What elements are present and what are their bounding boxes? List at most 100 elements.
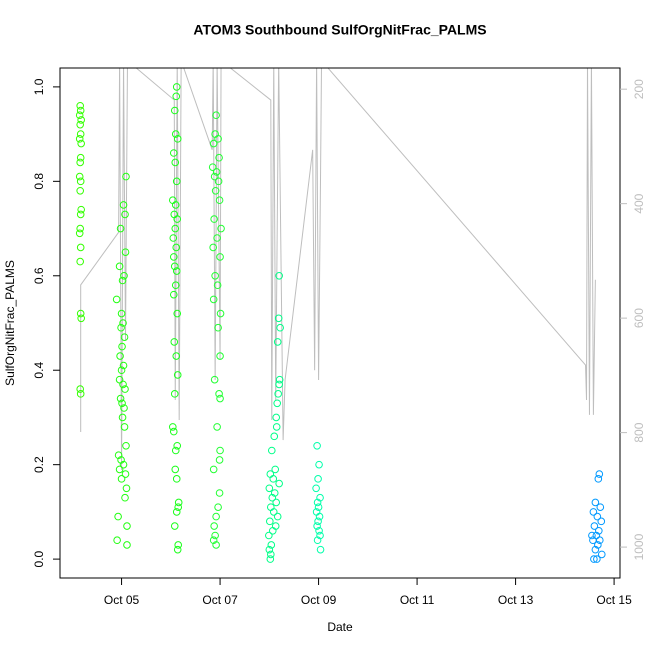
point: [215, 390, 223, 398]
point: [174, 503, 183, 511]
point: [120, 423, 129, 431]
point: [269, 508, 278, 516]
point: [275, 271, 283, 280]
point: [266, 517, 274, 526]
point: [315, 512, 324, 521]
point: [76, 101, 84, 110]
point: [216, 253, 224, 261]
point: [215, 456, 224, 464]
point: [170, 106, 179, 115]
point: [76, 120, 84, 129]
point: [270, 432, 279, 441]
point: [115, 262, 124, 271]
point: [316, 531, 324, 540]
point: [174, 541, 183, 549]
point: [77, 116, 85, 124]
point: [118, 413, 127, 422]
point: [210, 172, 219, 181]
point: [595, 470, 604, 478]
point: [595, 526, 603, 535]
point: [122, 484, 131, 493]
point: [75, 111, 84, 120]
point: [117, 456, 125, 464]
x-tick-label: Oct 09: [301, 593, 337, 607]
point: [172, 83, 181, 91]
point: [212, 512, 220, 521]
point: [214, 177, 223, 186]
point: [210, 522, 218, 530]
point: [115, 465, 124, 474]
point: [118, 276, 127, 285]
point: [594, 475, 603, 483]
point: [75, 135, 84, 143]
point: [597, 550, 606, 559]
point: [216, 352, 224, 360]
point: [312, 484, 320, 493]
point: [171, 201, 180, 209]
point: [171, 465, 180, 474]
y2-tick-label: 1000: [632, 533, 646, 560]
point: [76, 158, 84, 167]
point: [216, 446, 224, 455]
point: [112, 295, 121, 304]
point: [214, 135, 222, 143]
point: [117, 366, 126, 375]
point: [593, 555, 601, 563]
point: [118, 342, 126, 351]
point: [113, 536, 121, 545]
y2-tick-label: 200: [632, 79, 646, 99]
point: [76, 186, 84, 195]
point: [274, 390, 282, 398]
point: [121, 470, 130, 478]
point: [213, 234, 221, 242]
point: [173, 309, 182, 318]
point: [122, 441, 130, 450]
x-tick-label: Oct 07: [202, 593, 238, 607]
point: [217, 224, 225, 233]
point: [216, 309, 225, 318]
point: [76, 177, 85, 186]
point: [593, 512, 602, 521]
point: [76, 210, 85, 219]
point: [76, 390, 85, 398]
point: [174, 498, 183, 507]
point: [272, 413, 281, 422]
plot-area: [75, 68, 606, 563]
y-tick-label: 0.0: [32, 550, 46, 567]
point: [209, 465, 218, 474]
point: [591, 545, 600, 554]
y-tick-label: 0.6: [32, 267, 46, 284]
point: [173, 441, 182, 450]
point: [171, 446, 180, 455]
point: [114, 451, 123, 460]
point: [267, 541, 276, 549]
point: [313, 522, 321, 530]
point: [169, 427, 178, 436]
y-tick-label: 0.4: [32, 362, 46, 379]
point: [267, 446, 276, 455]
point: [173, 215, 182, 223]
point: [271, 465, 280, 474]
x-tick-label: Oct 15: [596, 593, 632, 607]
point: [117, 475, 126, 483]
point: [275, 479, 283, 488]
y-tick-label: 0.8: [32, 173, 46, 190]
point: [596, 503, 605, 511]
point: [265, 531, 273, 540]
point: [169, 149, 178, 157]
point: [170, 338, 179, 346]
point: [76, 385, 84, 393]
x-tick-label: Oct 11: [400, 593, 435, 607]
point: [589, 536, 597, 545]
point: [173, 135, 182, 143]
y2-tick-label: 400: [632, 193, 646, 213]
point: [172, 352, 181, 360]
point: [169, 290, 178, 299]
point: [273, 512, 282, 521]
point: [209, 243, 217, 252]
point: [173, 371, 182, 379]
point: [275, 375, 284, 384]
point: [77, 139, 85, 148]
